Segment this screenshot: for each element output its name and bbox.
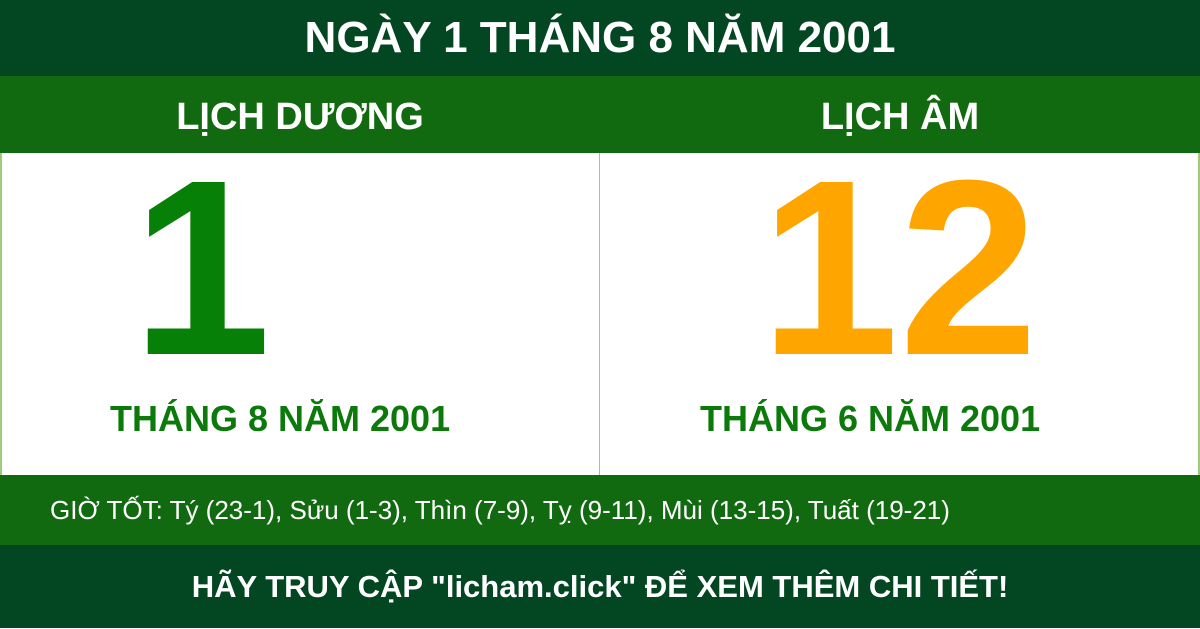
solar-heading: LỊCH DƯƠNG	[176, 96, 424, 138]
column-headings: LỊCH DƯƠNG LỊCH ÂM	[0, 76, 1200, 153]
page-title: NGÀY 1 THÁNG 8 NĂM 2001	[0, 0, 1200, 76]
lunar-month-year: THÁNG 6 NĂM 2001	[700, 398, 1041, 439]
solar-column: 1 THÁNG 8 NĂM 2001	[2, 143, 600, 475]
footer-call-to-action: HÃY TRUY CẬP "licham.click" ĐỂ XEM THÊM …	[0, 545, 1200, 628]
solar-month-year: THÁNG 8 NĂM 2001	[110, 398, 451, 439]
lunar-column: 12 THÁNG 6 NĂM 2001	[600, 143, 1198, 475]
lunar-heading: LỊCH ÂM	[820, 96, 980, 138]
lunar-day: 12	[760, 128, 1039, 407]
solar-day: 1	[132, 128, 272, 407]
date-panel: 1 THÁNG 8 NĂM 2001 12 THÁNG 6 NĂM 2001	[0, 143, 1200, 475]
good-hours: GIỜ TỐT: Tý (23-1), Sửu (1-3), Thìn (7-9…	[0, 475, 1200, 545]
